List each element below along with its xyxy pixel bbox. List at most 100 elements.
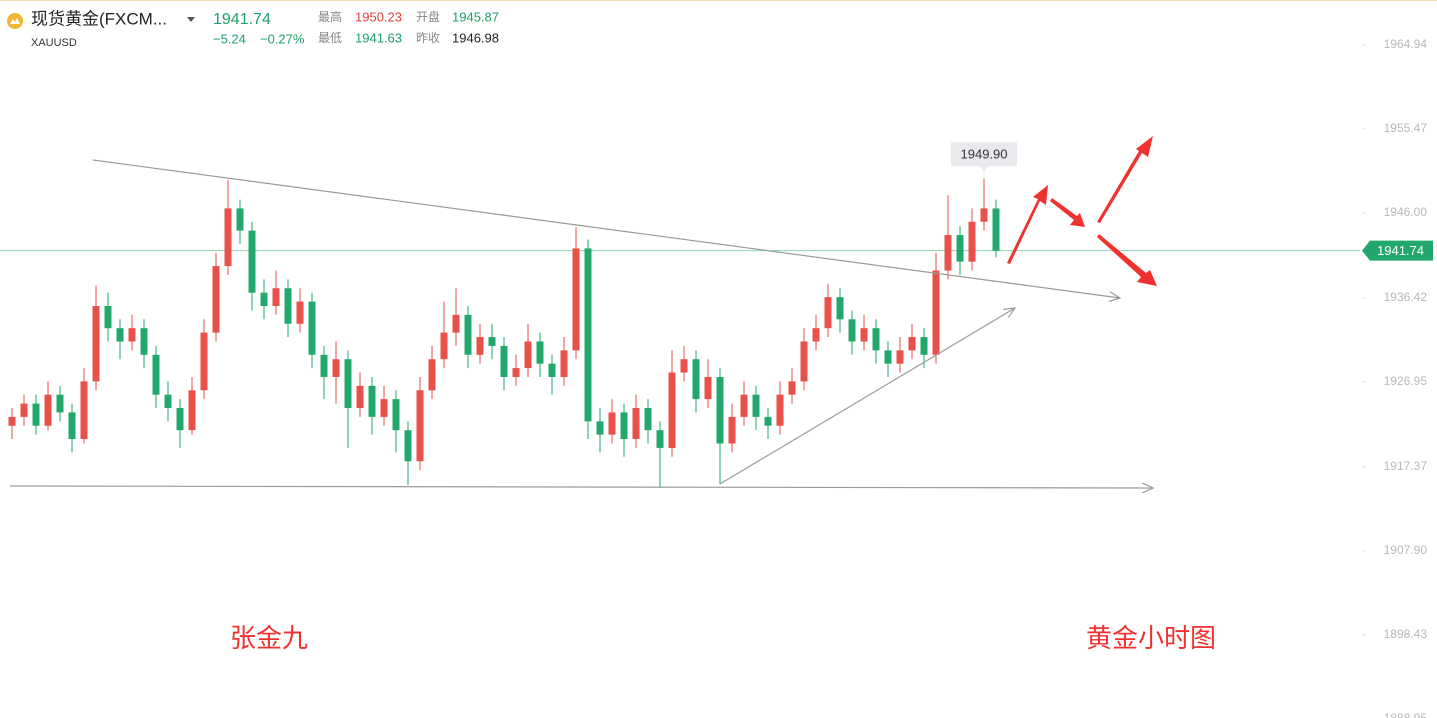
- annotation: 黄金小时图: [1086, 623, 1216, 653]
- candle-body: [404, 430, 412, 462]
- stat-label: 开盘: [416, 9, 440, 24]
- price-change: −5.24: [213, 31, 246, 46]
- y-tick-label: 1936.42: [1384, 290, 1428, 304]
- candle-body: [620, 412, 628, 440]
- candle-body: [584, 248, 592, 422]
- candle-body: [692, 359, 700, 400]
- y-tick-label: 1964.94: [1384, 37, 1428, 51]
- resistance-line: [92, 159, 1120, 298]
- candle-body: [740, 394, 748, 417]
- candle-body: [488, 337, 496, 346]
- candle-body: [776, 394, 784, 426]
- candle-body: [872, 328, 880, 351]
- y-tick-label: 1946.00: [1384, 205, 1428, 219]
- candle-body: [812, 328, 820, 342]
- stat-label: 最高: [318, 9, 342, 24]
- candle-body: [836, 297, 844, 320]
- symbol-title: 现货黄金(FXCM...: [31, 9, 167, 28]
- dropdown-caret[interactable]: [187, 17, 195, 22]
- stat-value: 1945.87: [452, 9, 499, 24]
- symbol-code: XAUUSD: [31, 37, 77, 49]
- candle-body: [932, 270, 940, 355]
- candle-body: [908, 337, 916, 351]
- candle-body: [116, 328, 124, 342]
- candle-body: [344, 359, 352, 409]
- candle-body: [656, 430, 664, 448]
- candle-body: [800, 341, 808, 382]
- candle-body: [152, 354, 160, 395]
- candle-body: [500, 345, 508, 377]
- rising-line: [719, 308, 1015, 485]
- candle-body: [644, 408, 652, 431]
- candle-body: [428, 359, 436, 391]
- stat-label: 最低: [318, 31, 342, 45]
- candle-body: [380, 399, 388, 417]
- arrow: [1097, 136, 1153, 223]
- symbol-icon: [7, 13, 23, 29]
- candle-body: [992, 208, 1000, 251]
- candle-body: [20, 403, 28, 417]
- candle-body: [248, 230, 256, 293]
- candle-body: [452, 314, 460, 333]
- trend-lines: [9, 159, 1153, 488]
- candle-body: [788, 381, 796, 395]
- candle-body: [608, 412, 616, 435]
- candle-body: [440, 332, 448, 360]
- candle-body: [8, 416, 16, 426]
- candle-body: [956, 235, 964, 262]
- candle-body: [128, 328, 136, 342]
- candle-body: [536, 341, 544, 364]
- candle-body: [140, 328, 148, 355]
- price-change-pct: −0.27%: [260, 31, 305, 46]
- candle-body: [164, 394, 172, 409]
- candle-body: [332, 359, 340, 377]
- candle-body: [896, 350, 904, 364]
- candle-body: [512, 368, 520, 377]
- overlay: 1941.74 1949.90: [951, 142, 1433, 261]
- candle-body: [884, 350, 892, 364]
- y-tick-label: 1955.47: [1384, 121, 1428, 135]
- arrow: [1007, 185, 1048, 264]
- candle-body: [464, 314, 472, 355]
- candle-body: [32, 403, 40, 426]
- y-tick-label: 1907.90: [1384, 543, 1428, 557]
- candle-body: [524, 341, 532, 369]
- candle-body: [704, 376, 712, 400]
- candle-body: [764, 416, 772, 426]
- candle-body: [416, 390, 424, 462]
- candle-body: [476, 337, 484, 355]
- candle-body: [176, 408, 184, 431]
- candle-body: [860, 328, 868, 342]
- candle-body: [308, 301, 316, 355]
- y-tick-label: 1926.95: [1384, 374, 1428, 388]
- candle-body: [236, 208, 244, 231]
- candle-body: [368, 385, 376, 417]
- candle-body: [944, 235, 952, 271]
- candle-body: [572, 248, 580, 351]
- stat-value: 1946.98: [452, 30, 499, 45]
- candle-body: [752, 394, 760, 417]
- candle-body: [920, 337, 928, 355]
- y-tick-label: 1888.95: [1384, 711, 1428, 718]
- candle-body: [44, 394, 52, 426]
- candle-body: [92, 306, 100, 382]
- candle-body: [104, 306, 112, 329]
- candle-body: [680, 359, 688, 373]
- candle-body: [188, 390, 196, 431]
- last-price: 1941.74: [213, 11, 271, 28]
- candle-body: [968, 221, 976, 262]
- candle-body: [668, 372, 676, 448]
- candle-body: [848, 319, 856, 342]
- candle-body: [80, 381, 88, 440]
- candle-body: [728, 416, 736, 444]
- candle-body: [320, 354, 328, 377]
- support-line: [9, 486, 1153, 488]
- annotation: 张金九: [230, 623, 308, 653]
- symbol-icon-glyph: [10, 18, 20, 24]
- candles: [8, 178, 1000, 488]
- candle-body: [212, 266, 220, 333]
- candle-body: [296, 301, 304, 324]
- stat-value: 1950.23: [355, 9, 402, 24]
- candle-body: [560, 350, 568, 377]
